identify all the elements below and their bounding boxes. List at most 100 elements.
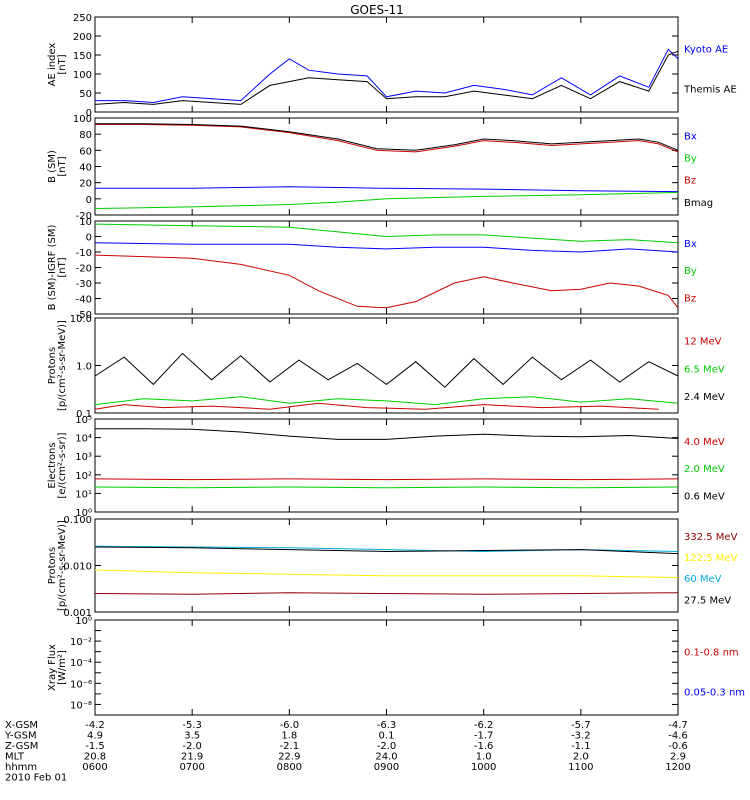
y-tick-label: 40 [79,163,92,174]
legend-label: 60 MeV [684,574,722,585]
y-tick-label: 10⁻⁴ [70,658,92,669]
series-line-122.5-MeV [94,569,679,579]
y-axis-label: [W/m²] [57,650,68,685]
legend-label: Themis AE [683,84,737,95]
panel-frame [94,317,679,414]
y-axis-label: Protons [47,347,58,384]
y-axis-label: [nT] [57,257,68,277]
y-tick-label: -30 [76,279,92,290]
series-line-By [94,223,679,244]
y-tick-label: 10² [75,471,92,482]
series-line-Bx [94,242,679,253]
x-row-value: -1.6 [474,741,494,752]
y-tick-label: 0.001 [63,608,92,619]
series-line-2.0-MeV [94,486,679,489]
y-tick-label: 0 [86,233,92,244]
y-tick-label: 0.100 [63,515,92,526]
panel-6: 0.001 0.010 0.100 Protons [p/(cm²-s-sr-MeV)]… [47,515,738,619]
y-tick-label: -40 [76,295,92,306]
panel-4: 0.1 1.0 10.0 Protons [p/(cm²-s-sr-MeV)] 12 Me… [47,314,725,420]
panel-5: 10⁰ 10¹ 10² 10³ 10⁴ 10⁵ Electrons [e/(cm²-s-sr)… [47,415,725,519]
x-row-value: 3.5 [184,731,200,742]
x-row-value: -3.2 [571,731,591,742]
x-row-value: -4.2 [85,720,105,731]
x-row-label: Z-GSM [5,741,38,752]
y-axis-label: [p/(cm²-s-sr-MeV)] [57,320,68,411]
y-tick-label: 10¹ [75,489,92,500]
x-row-value: 22.9 [278,752,300,763]
x-row-value: 0900 [374,762,399,773]
legend-label: 12 MeV [684,336,722,347]
legend-label: Bx [684,132,697,143]
x-row-value: -1.1 [571,741,591,752]
y-tick-label: 200 [73,32,92,43]
panel-frame [94,16,679,113]
x-row-value: -5.7 [571,720,591,731]
legend-label: 6.5 MeV [684,364,725,375]
y-tick-label: 0.010 [63,562,92,573]
series-line-2.4-MeV [94,352,679,388]
plot-title: GOES-11 [350,3,404,17]
legend-label: 2.0 MeV [684,464,725,475]
y-tick-label: 150 [73,51,92,62]
y-tick-label: 10⁰ [75,508,92,519]
legend-label: By [684,266,697,277]
y-tick-label: 10⁻² [70,637,92,648]
series-line-27.5-MeV [94,546,679,555]
x-row-value: -6.0 [280,720,300,731]
y-axis-label: Xray Flux [47,644,58,691]
panel-7: 10⁻⁸ 10⁻⁶ 10⁻⁴ 10⁻² 10⁰ Xray Flux [W/m²] 0.1-0.… [47,616,745,716]
date-label: 2010 Feb 01 [5,773,67,784]
y-tick-label: 10⁰ [75,616,92,627]
series-line-Bz [95,124,679,153]
y-axis-label: [nT] [57,156,68,176]
y-axis-label: [p/(cm²-s-sr-MeV)] [57,520,68,611]
x-row-value: 1100 [568,762,593,773]
legend-label: 4.0 MeV [684,437,725,448]
y-tick-label: 100 [73,114,92,125]
y-axis-label: Protons [47,547,58,584]
y-axis-label: B (SM) [47,150,58,183]
panel-frame [94,619,679,716]
x-row-value: 0.1 [379,731,395,742]
y-tick-label: 10 [79,217,92,228]
y-tick-label: -20 [76,211,92,222]
y-tick-label: 60 [79,146,92,157]
x-row-value: 0700 [179,762,204,773]
series-line-By [94,191,679,209]
panel-3: -50 -40 -30 -20 -10 0 10 B (SM)-IGRF (SM) [nT] Bx… [47,217,697,321]
x-row-value: 4.9 [87,731,103,742]
panel-frame [94,117,679,216]
legend-label: Bx [684,239,697,250]
series-line-Bz [94,254,679,309]
series-line-6.5-MeV [94,396,679,406]
series-line-0.6-MeV [95,428,679,440]
series-line-332.5-MeV [94,592,679,595]
y-tick-label: 0 [86,195,92,206]
legend-label: 2.4 MeV [684,392,725,403]
y-tick-label: 50 [79,89,92,100]
x-row-value: -2.0 [182,741,202,752]
legend-label: Kyoto AE [684,45,728,56]
panel-frame [94,418,679,513]
x-row-value: -1.7 [474,731,494,742]
y-tick-label: 10⁻⁸ [70,700,92,711]
y-axis-label: B (SM)-IGRF (SM) [47,225,58,311]
legend-label: 122.5 MeV [684,553,738,564]
y-axis-label: AE index [47,43,58,87]
x-row-value: 1.0 [476,752,492,763]
x-row-value: 24.0 [375,752,397,763]
x-row-label: MLT [5,752,25,763]
legend-label: 27.5 MeV [684,595,731,606]
x-row-value: -2.1 [280,741,300,752]
legend-label: 0.6 MeV [684,492,725,503]
y-tick-label: -10 [76,248,92,259]
y-tick-label: -20 [76,264,92,275]
series-line-Kyoto-AE [95,48,679,104]
y-tick-label: 0.1 [76,409,92,420]
y-tick-label: 10⁻⁶ [70,679,92,690]
legend-label: By [684,154,697,165]
series-line-Bmag [95,123,679,151]
panel-1: 0 50 100 150 200 250 AE index [nT] Kyoto AE Themi… [47,13,737,119]
x-row-value: -2.0 [377,741,397,752]
